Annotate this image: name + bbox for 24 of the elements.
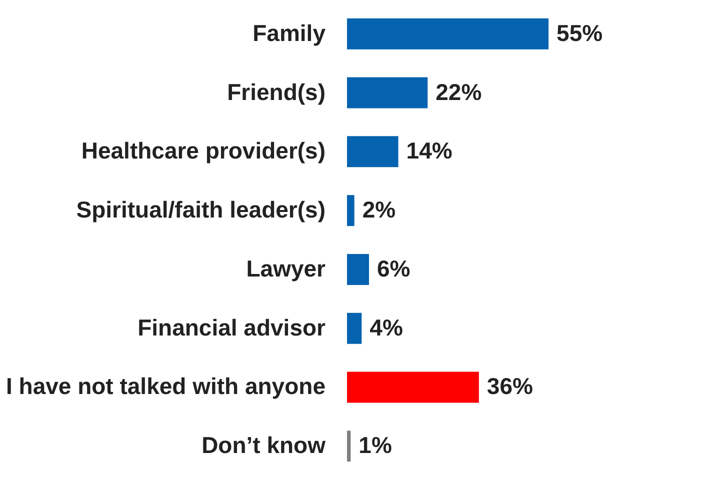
bar (347, 77, 428, 108)
y-tick-label: Spiritual/faith leader(s) (76, 196, 326, 223)
y-tick-label: I have not talked with anyone (6, 373, 326, 400)
y-tick-label: Lawyer (246, 255, 326, 282)
bar (347, 312, 362, 344)
data-label: 6% (376, 255, 410, 282)
data-label: 36% (486, 373, 533, 400)
data-label: 55% (556, 20, 603, 46)
y-tick-label: Healthcare provider(s) (81, 138, 326, 164)
bar (347, 430, 351, 462)
data-label: 4% (370, 314, 403, 340)
y-tick-label: Financial advisor (138, 314, 326, 340)
y-tick-label: Don’t know (202, 432, 326, 458)
bar (347, 18, 549, 50)
bar (347, 254, 369, 285)
y-tick-label: Friend(s) (227, 78, 326, 105)
data-label: 14% (406, 138, 452, 164)
data-label: 22% (436, 78, 482, 105)
data-label: 2% (362, 196, 396, 223)
y-tick-label: Family (252, 20, 326, 46)
bar (347, 195, 354, 226)
data-label: 1% (358, 432, 392, 458)
bar (347, 372, 479, 403)
bar (347, 136, 398, 168)
